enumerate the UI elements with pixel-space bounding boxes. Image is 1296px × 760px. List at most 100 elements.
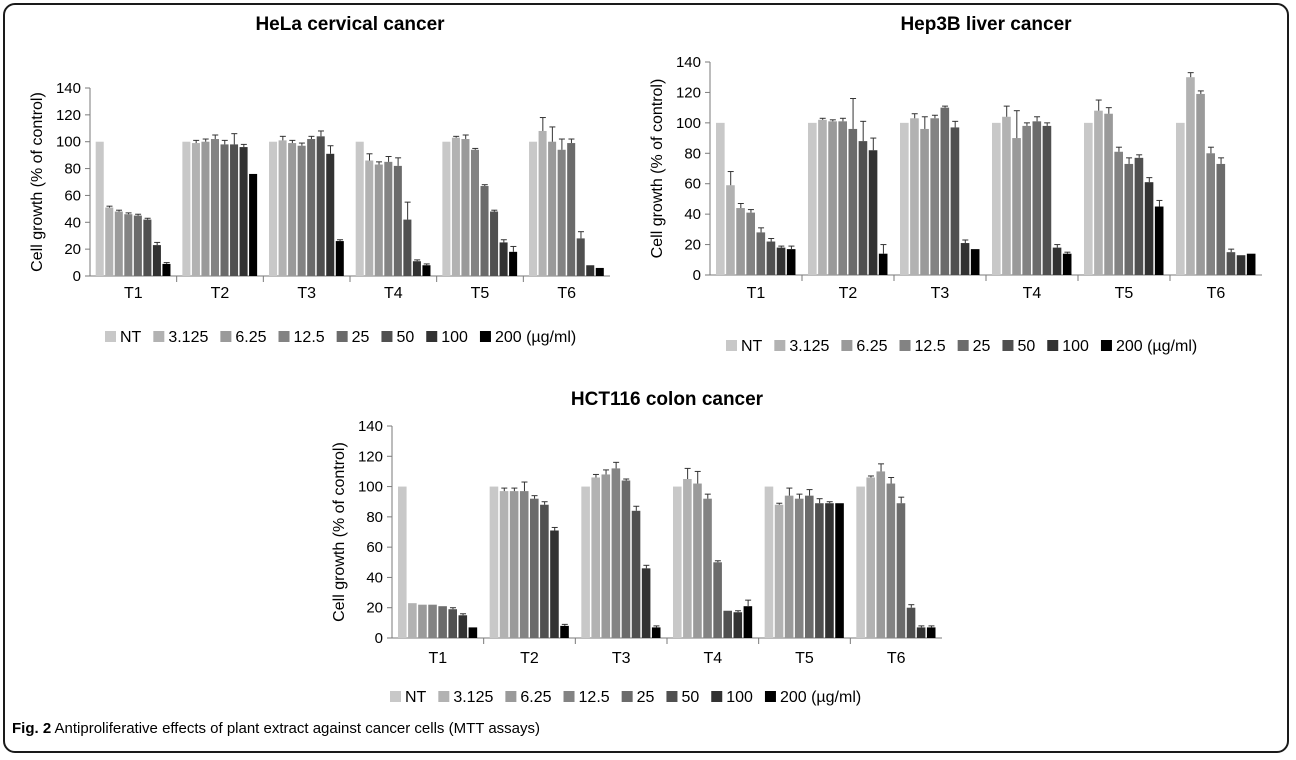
y-tick-label: 100 — [676, 115, 701, 132]
y-tick-label: 80 — [64, 161, 81, 178]
y-tick-label: 80 — [366, 509, 383, 526]
legend-label: 25 — [973, 338, 991, 355]
bar — [1216, 163, 1226, 275]
y-axis-label: Cell growth (% of control) — [331, 442, 348, 622]
legend-label: NT — [405, 689, 427, 706]
x-tick-label: T6 — [1207, 285, 1226, 302]
y-tick-label: 120 — [358, 448, 383, 465]
bar — [1134, 157, 1144, 275]
bar — [856, 486, 865, 638]
legend-label: 25 — [352, 329, 370, 346]
bar — [326, 153, 335, 276]
bar — [726, 185, 735, 275]
x-tick-label: T3 — [297, 285, 316, 302]
bar — [886, 483, 896, 638]
bar — [451, 137, 460, 276]
bar — [239, 147, 248, 276]
bar — [393, 165, 402, 276]
x-tick-label: T1 — [124, 285, 143, 302]
bar — [114, 211, 123, 276]
legend-swatch — [899, 340, 911, 351]
bar — [621, 480, 631, 638]
bar — [920, 128, 929, 275]
bar — [557, 149, 566, 276]
bar — [868, 150, 878, 275]
legend-label: 100 — [726, 689, 753, 706]
bar — [95, 141, 104, 276]
bar — [591, 477, 600, 638]
legend-swatch — [621, 691, 633, 702]
bar — [499, 491, 509, 638]
bar — [191, 143, 200, 276]
figure-frame — [3, 3, 1289, 753]
bar — [509, 251, 518, 276]
x-tick-label: T4 — [1023, 285, 1042, 302]
bar — [910, 118, 919, 276]
bar — [307, 139, 316, 276]
bar — [992, 122, 1001, 275]
bar — [374, 164, 383, 276]
bar — [1002, 116, 1011, 276]
bar — [818, 119, 827, 275]
legend-label: NT — [120, 329, 142, 346]
legend-label: 3.125 — [168, 329, 208, 346]
x-tick-label: T2 — [520, 650, 539, 667]
legend-label: 3.125 — [453, 689, 493, 706]
legend-swatch — [957, 340, 969, 351]
bar — [723, 610, 732, 638]
bar — [499, 242, 508, 276]
bar — [567, 143, 576, 276]
bar — [1236, 255, 1246, 275]
bar — [1124, 163, 1134, 275]
bar — [746, 212, 755, 275]
bar — [550, 530, 559, 638]
bar — [776, 247, 786, 275]
x-tick-label: T6 — [887, 650, 906, 667]
bar — [815, 503, 824, 638]
bar — [384, 161, 393, 276]
y-tick-label: 80 — [684, 145, 701, 162]
legend-swatch — [153, 331, 165, 342]
bar — [703, 498, 712, 638]
y-tick-label: 140 — [358, 418, 383, 435]
y-tick-label: 20 — [366, 600, 383, 617]
bar — [641, 568, 651, 638]
y-tick-label: 100 — [358, 479, 383, 496]
bar — [1042, 125, 1052, 276]
bar — [1104, 113, 1113, 275]
x-tick-label: T1 — [428, 650, 447, 667]
y-tick-label: 60 — [64, 187, 81, 204]
bar — [926, 627, 936, 638]
bar — [442, 141, 451, 276]
legend-label: 3.125 — [789, 338, 829, 355]
x-tick-label: T5 — [795, 650, 814, 667]
bar — [540, 504, 549, 638]
y-tick-label: 60 — [684, 176, 701, 193]
bar — [794, 498, 804, 638]
legend-swatch — [764, 691, 776, 702]
legend-swatch — [390, 691, 401, 702]
bar — [316, 136, 325, 276]
chart-title: HeLa cervical cancer — [255, 14, 445, 35]
bar — [1206, 153, 1215, 275]
bar — [766, 241, 776, 275]
bar — [210, 139, 219, 276]
bar — [784, 495, 794, 638]
legend-swatch — [1100, 340, 1112, 351]
bar — [906, 607, 916, 638]
bar — [297, 145, 306, 276]
bar — [673, 486, 682, 638]
bar — [403, 219, 412, 276]
bar — [105, 207, 114, 276]
bar — [1094, 110, 1103, 275]
bar — [693, 483, 702, 638]
bar — [878, 253, 888, 275]
y-tick-label: 40 — [684, 206, 701, 223]
bar — [249, 173, 258, 276]
chart-hct116: HCT116 colon cancer Cell growth (% of con… — [331, 389, 942, 706]
bar — [468, 627, 478, 638]
legend-swatch — [105, 331, 116, 342]
bar — [631, 510, 641, 638]
x-tick-label: T1 — [747, 285, 766, 302]
bar — [201, 141, 210, 276]
